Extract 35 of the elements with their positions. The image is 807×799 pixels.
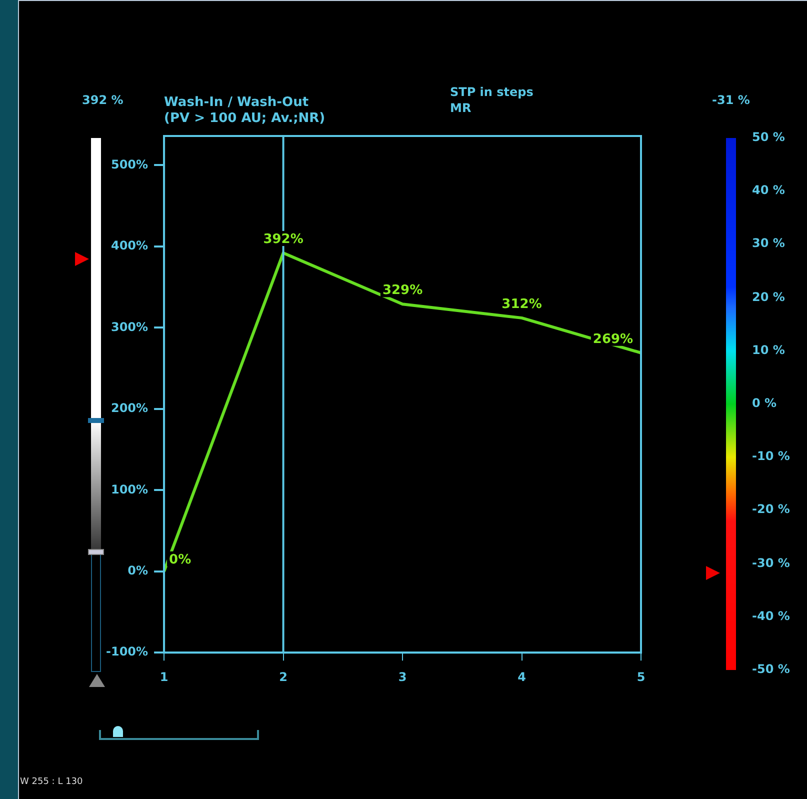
chart-subtitle: (PV > 100 AU; Av.;NR) bbox=[164, 111, 326, 126]
color-bar-label: -50 % bbox=[752, 662, 790, 676]
data-label: 392% bbox=[263, 232, 304, 247]
color-bar-label: 20 % bbox=[752, 290, 785, 304]
chart-title: Wash-In / Wash-Out bbox=[164, 95, 309, 110]
y-tick-label: 100% bbox=[110, 482, 148, 496]
x-tick-label: 1 bbox=[160, 670, 168, 684]
x-tick-label: 4 bbox=[518, 670, 526, 684]
color-bar-label: -30 % bbox=[752, 556, 790, 570]
color-bar-label: 10 % bbox=[752, 342, 785, 357]
y-tick-label: 400% bbox=[110, 238, 148, 253]
x-tick-label: 3 bbox=[398, 670, 407, 684]
y-tick-label: 0% bbox=[128, 564, 148, 578]
text: W 255 : L 130 bbox=[20, 777, 84, 787]
color-bar-label: 30 % bbox=[752, 236, 785, 250]
y-tick-label: -100% bbox=[106, 644, 148, 659]
data-label: 329% bbox=[382, 283, 423, 298]
y-tick-label: 300% bbox=[110, 320, 148, 334]
x-tick-label: 5 bbox=[636, 670, 646, 684]
color-bar-label: 40 % bbox=[752, 183, 785, 198]
y-tick-label: 200% bbox=[110, 401, 148, 416]
y-tick-label: 500% bbox=[110, 157, 148, 172]
color-bar-label: -40 % bbox=[752, 608, 790, 623]
x-tick-label: 2 bbox=[279, 670, 288, 684]
data-label: 269% bbox=[592, 332, 634, 347]
color-bar-label: 50 % bbox=[752, 130, 785, 144]
data-label: 0% bbox=[169, 552, 192, 568]
text: MR bbox=[450, 101, 472, 115]
text: 392 % bbox=[82, 93, 124, 107]
data-label: 312% bbox=[502, 296, 542, 312]
color-bar-label: -10 % bbox=[752, 449, 790, 464]
text: STP in steps bbox=[450, 85, 534, 99]
color-bar-label: -20 % bbox=[752, 502, 790, 516]
color-bar-label: 0 % bbox=[752, 396, 777, 410]
text: -31 % bbox=[712, 93, 750, 107]
